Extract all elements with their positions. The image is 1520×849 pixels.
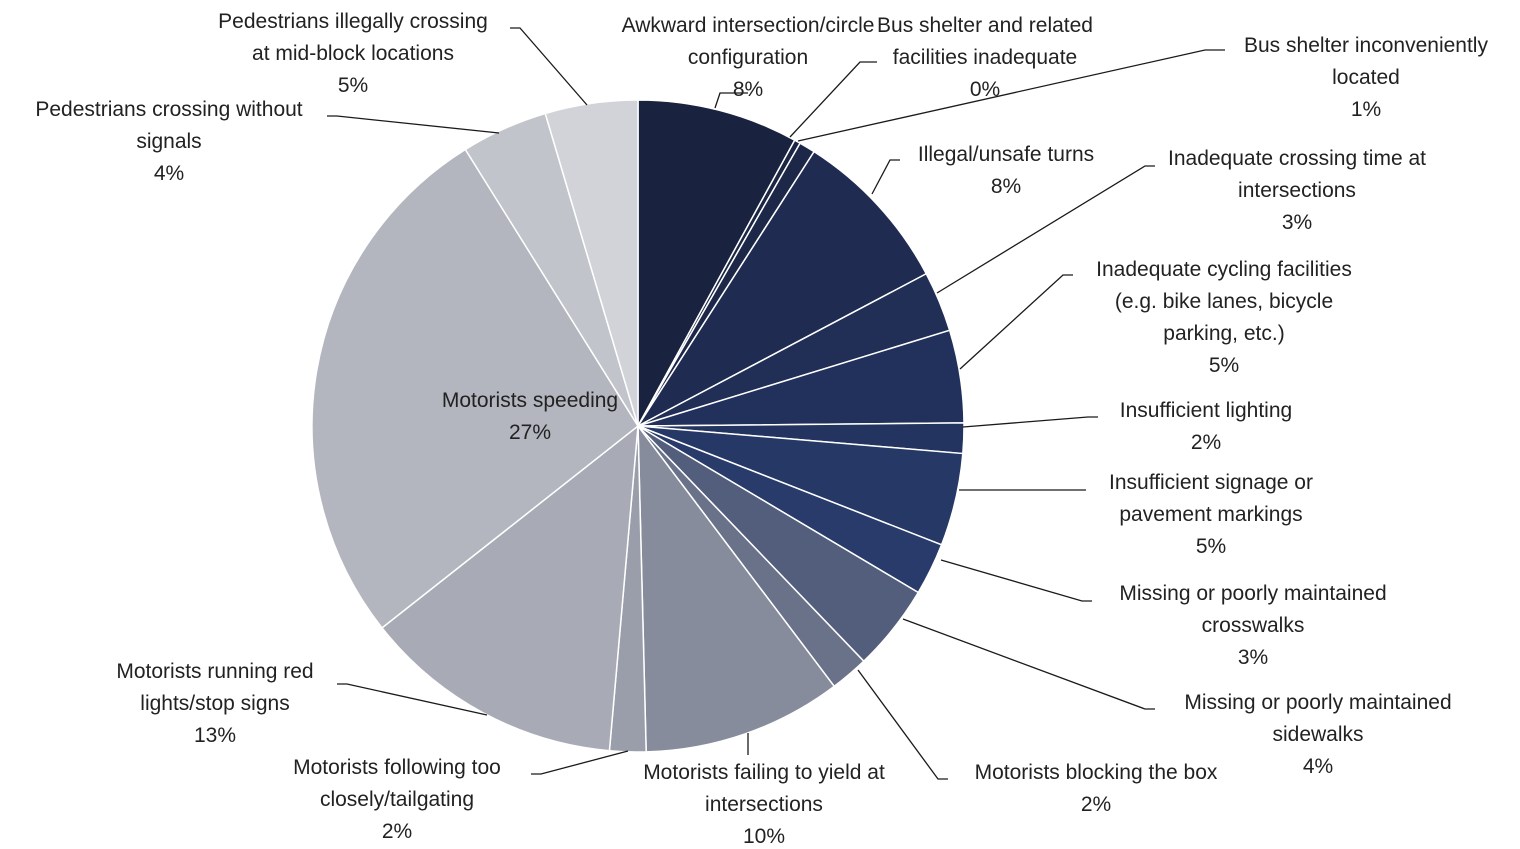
slice-label: Insufficient signage or pavement markings… <box>1109 471 1313 558</box>
slice-label-line: intersections <box>1238 179 1356 202</box>
slice-label-line: Bus shelter inconveniently <box>1244 34 1488 57</box>
slice-percent: 1% <box>1351 98 1381 121</box>
leader-line <box>959 274 1073 370</box>
leader-line <box>902 618 1155 710</box>
slice-percent: 27% <box>509 421 551 444</box>
slice-labels: Awkward intersection/circle configuration… <box>35 10 1488 848</box>
slice-label-line: lights/stop signs <box>140 692 289 715</box>
slice-percent: 4% <box>154 162 184 185</box>
slice-label-line: Inadequate crossing time at <box>1168 147 1426 170</box>
slice-label-line: Missing or poorly maintained <box>1119 582 1386 605</box>
slice-label-line: parking, etc.) <box>1163 322 1284 345</box>
slice-label-line: Awkward intersection/circle <box>622 14 875 37</box>
leader-line <box>797 49 1225 142</box>
slice-label-line: Bus shelter and related <box>877 14 1093 37</box>
slice-label-line: Pedestrians crossing without <box>35 98 302 121</box>
slice-label-line: facilities inadequate <box>893 46 1077 69</box>
slice-label-line: Insufficient signage or <box>1109 471 1313 494</box>
slice-label: Pedestrians illegally crossing at mid-blo… <box>218 10 488 97</box>
slice-label-line: (e.g. bike lanes, bicycle <box>1115 290 1333 313</box>
slice-label-line: Motorists following too <box>293 756 501 779</box>
slice-label: Motorists failing to yield at intersectio… <box>643 761 885 848</box>
slice-percent: 5% <box>338 74 368 97</box>
leader-line <box>531 750 629 775</box>
slice-label: Awkward intersection/circle configuration… <box>622 14 875 101</box>
slice-label-line: configuration <box>688 46 808 69</box>
slice-label: Bus shelter inconveniently located 1% <box>1244 34 1488 121</box>
pie-slices <box>311 99 965 753</box>
slice-percent: 13% <box>194 724 236 747</box>
slice-label-line: Pedestrians illegally crossing <box>218 10 488 33</box>
slice-label: Motorists speeding 27% <box>442 389 618 444</box>
slice-label: Insufficient lighting 2% <box>1120 399 1292 454</box>
leader-line <box>714 92 748 109</box>
slice-percent: 4% <box>1303 755 1333 778</box>
slice-percent: 5% <box>1196 535 1226 558</box>
leader-line <box>871 159 900 195</box>
slice-label: Illegal/unsafe turns 8% <box>918 143 1094 198</box>
leader-line <box>962 416 1098 428</box>
slice-percent: 3% <box>1282 211 1312 234</box>
slice-percent: 2% <box>1191 431 1221 454</box>
slice-label-line: closely/tailgating <box>320 788 474 811</box>
pie-slice <box>637 99 796 427</box>
slice-percent: 8% <box>733 78 763 101</box>
slice-percent: 10% <box>743 825 785 848</box>
pie-slice <box>637 423 836 753</box>
pie-slice <box>544 99 639 427</box>
pie-slice <box>380 424 639 752</box>
slice-label-line: Insufficient lighting <box>1120 399 1292 422</box>
pie-slice <box>635 150 928 428</box>
slice-percent: 0% <box>970 78 1000 101</box>
slice-percent: 5% <box>1209 354 1239 377</box>
slice-label-line: Inadequate cycling facilities <box>1096 258 1352 281</box>
slice-label-line: pavement markings <box>1119 503 1302 526</box>
pie-slice <box>311 148 639 629</box>
leader-line <box>327 115 500 134</box>
slice-label: Motorists blocking the box 2% <box>975 761 1218 816</box>
slice-label-line: sidewalks <box>1272 723 1363 746</box>
slice-label: Missing or poorly maintained crosswalks 3% <box>1119 582 1386 669</box>
slice-label-line: Motorists failing to yield at <box>643 761 885 784</box>
slice-label-line: located <box>1332 66 1400 89</box>
slice-label-line: Missing or poorly maintained <box>1184 691 1451 714</box>
slice-label-line: at mid-block locations <box>252 42 454 65</box>
slice-label-line: signals <box>136 130 201 153</box>
slice-percent: 2% <box>1081 793 1111 816</box>
slice-label: Pedestrians crossing without signals 4% <box>35 98 302 185</box>
slice-label-line: Motorists blocking the box <box>975 761 1218 784</box>
slice-label-line: Illegal/unsafe turns <box>918 143 1094 166</box>
leader-line <box>789 61 877 138</box>
leader-line <box>857 669 948 780</box>
slice-percent: 8% <box>991 175 1021 198</box>
leader-line <box>510 27 588 106</box>
slice-label-line: intersections <box>705 793 823 816</box>
slice-label: Missing or poorly maintained sidewalks 4% <box>1184 691 1451 778</box>
leader-line <box>940 559 1092 602</box>
slice-percent: 2% <box>382 820 412 843</box>
leader-line <box>337 683 488 716</box>
slice-label-line: Motorists running red <box>116 660 313 683</box>
slice-label: Inadequate crossing time at intersections… <box>1168 147 1426 234</box>
leader-line <box>936 165 1155 294</box>
slice-label-line: Motorists speeding <box>442 389 618 412</box>
slice-label: Inadequate cycling facilities (e.g. bike … <box>1096 258 1352 377</box>
slice-label-line: crosswalks <box>1202 614 1305 637</box>
slice-label: Motorists following too closely/tailgatin… <box>293 756 501 843</box>
slice-label: Motorists running red lights/stop signs 13… <box>116 660 313 747</box>
leader-lines <box>327 27 1225 780</box>
slice-label: Bus shelter and related facilities inadeq… <box>877 14 1093 101</box>
slice-percent: 3% <box>1238 646 1268 669</box>
